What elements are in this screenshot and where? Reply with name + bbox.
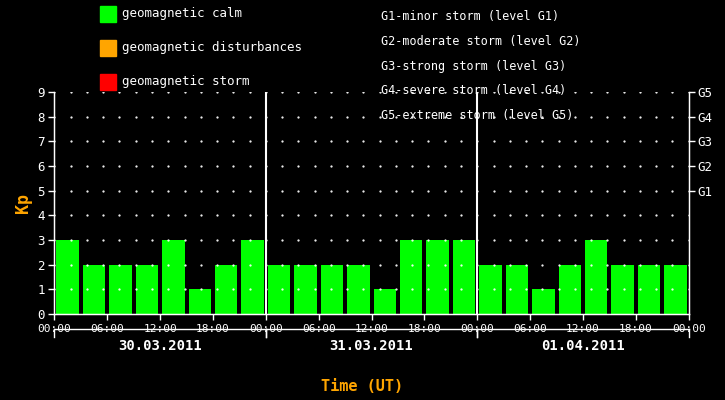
Text: geomagnetic storm: geomagnetic storm <box>122 76 249 88</box>
Text: G2-moderate storm (level G2): G2-moderate storm (level G2) <box>381 35 580 48</box>
Bar <box>136 265 158 314</box>
Bar <box>611 265 634 314</box>
Bar <box>400 240 423 314</box>
Bar <box>373 289 396 314</box>
Text: geomagnetic disturbances: geomagnetic disturbances <box>122 42 302 54</box>
Bar <box>453 240 476 314</box>
Bar <box>109 265 132 314</box>
Bar <box>83 265 105 314</box>
Text: 30.03.2011: 30.03.2011 <box>118 339 202 353</box>
Text: Time (UT): Time (UT) <box>321 379 404 394</box>
Text: G3-strong storm (level G3): G3-strong storm (level G3) <box>381 60 566 73</box>
Bar <box>532 289 555 314</box>
Bar <box>347 265 370 314</box>
Bar <box>506 265 529 314</box>
Bar <box>320 265 343 314</box>
Bar <box>294 265 317 314</box>
Bar <box>241 240 264 314</box>
Text: G5-extreme storm (level G5): G5-extreme storm (level G5) <box>381 109 573 122</box>
Bar <box>162 240 185 314</box>
Text: geomagnetic calm: geomagnetic calm <box>122 8 242 20</box>
Text: G4-severe storm (level G4): G4-severe storm (level G4) <box>381 84 566 98</box>
Bar <box>479 265 502 314</box>
Text: 31.03.2011: 31.03.2011 <box>330 339 413 353</box>
Text: G1-minor storm (level G1): G1-minor storm (level G1) <box>381 10 559 23</box>
Bar <box>585 240 608 314</box>
Bar <box>57 240 79 314</box>
Bar <box>558 265 581 314</box>
Bar <box>215 265 237 314</box>
Bar <box>426 240 449 314</box>
Y-axis label: Kp: Kp <box>14 193 32 213</box>
Text: 01.04.2011: 01.04.2011 <box>541 339 625 353</box>
Bar <box>268 265 290 314</box>
Bar <box>638 265 660 314</box>
Bar <box>664 265 687 314</box>
Bar <box>188 289 211 314</box>
